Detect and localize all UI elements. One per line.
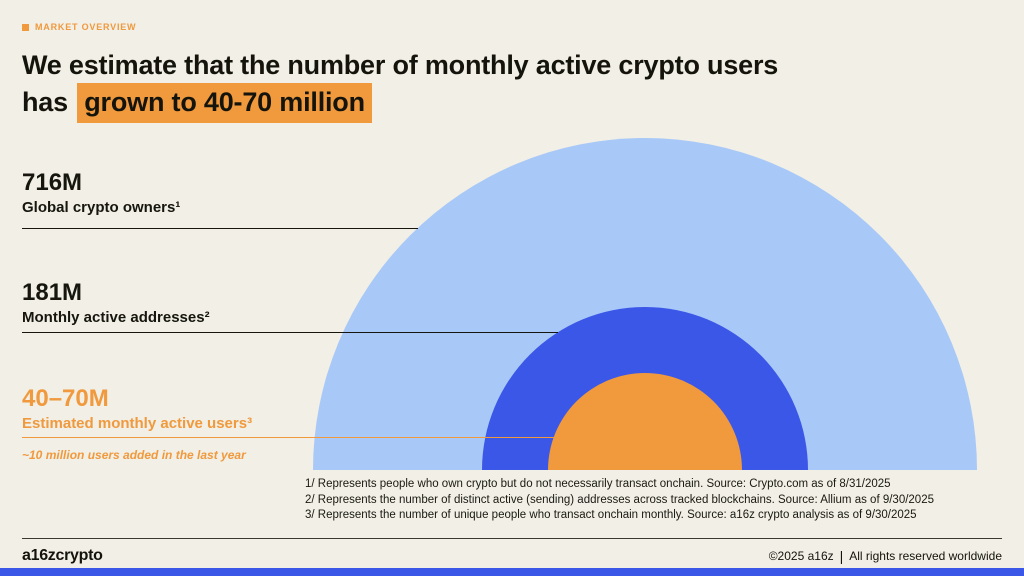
eyebrow-square-icon [22, 23, 29, 31]
label-global-crypto-owners: 716M Global crypto owners¹ [22, 170, 180, 218]
copyright-text: ©2025 a16z | All rights reserved worldwi… [769, 549, 1002, 563]
title-line2: has grown to 40-70 million [22, 83, 778, 123]
a16zcrypto-logo: a16zcrypto [22, 547, 103, 564]
label-estimated-monthly-active-users: 40–70M Estimated monthly active users³ [22, 386, 252, 434]
title-line2-prefix: has [22, 87, 68, 117]
label-name: Monthly active addresses² [22, 309, 210, 326]
leader-line-global-crypto-owners [22, 228, 418, 229]
leader-line-monthly-active-addresses [22, 332, 558, 333]
eyebrow-label: MARKET OVERVIEW [35, 22, 137, 32]
copyright-separator: | [839, 548, 844, 564]
label-value: 181M [22, 279, 83, 306]
rights-text: All rights reserved worldwide [849, 549, 1002, 563]
label-monthly-active-addresses: 181M Monthly active addresses² [22, 280, 210, 328]
eyebrow: MARKET OVERVIEW [22, 22, 136, 32]
bottom-accent-bar [0, 568, 1024, 576]
title-line1: We estimate that the number of monthly a… [22, 50, 779, 80]
footer: a16zcrypto ©2025 a16z | All rights reser… [22, 547, 1002, 565]
label-name: Estimated monthly active users³ [22, 415, 253, 432]
label-value: 40–70M [22, 385, 109, 412]
page-title: We estimate that the number of monthly a… [22, 48, 778, 123]
footnote-2: 2/ Represents the number of distinct act… [305, 493, 934, 506]
annotation-users-added: ~10 million users added in the last year [22, 448, 246, 462]
title-highlight: grown to 40-70 million [77, 83, 372, 123]
footer-divider [22, 538, 1002, 539]
footnotes: 1/ Represents people who own crypto but … [305, 477, 934, 524]
label-value: 716M [22, 169, 83, 196]
copyright-year: ©2025 a16z [768, 549, 834, 563]
leader-line-estimated-monthly-active-users [22, 437, 554, 438]
label-name: Global crypto owners¹ [22, 199, 181, 216]
footnote-1: 1/ Represents people who own crypto but … [305, 478, 891, 490]
footnote-3: 3/ Represents the number of unique peopl… [305, 509, 917, 521]
